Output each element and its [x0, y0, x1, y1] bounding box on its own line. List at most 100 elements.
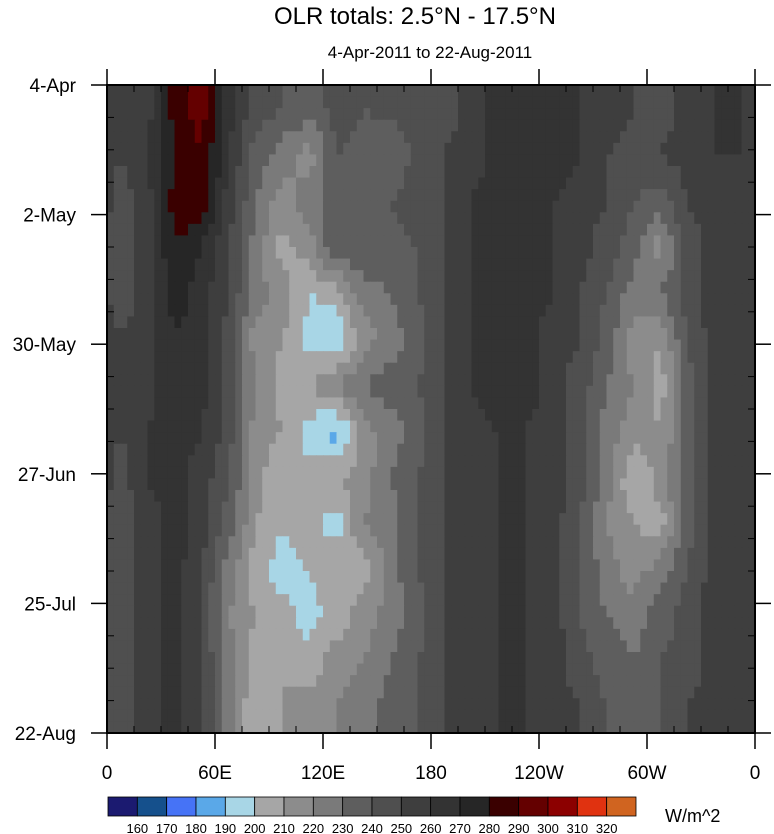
heatmap-cell: [593, 189, 601, 202]
heatmap-cell: [417, 420, 425, 433]
heatmap-cell: [140, 663, 149, 676]
heatmap-cell: [154, 663, 162, 676]
heatmap-cell: [579, 420, 587, 433]
heatmap-cell: [532, 247, 540, 260]
heatmap-cell: [127, 466, 135, 480]
heatmap-cell: [282, 652, 290, 665]
heatmap-cell: [633, 374, 641, 387]
heatmap-cell: [707, 131, 716, 144]
heatmap-cell: [647, 154, 655, 167]
heatmap-cell: [552, 652, 560, 665]
heatmap-cell: [120, 409, 128, 422]
heatmap-cell: [707, 536, 716, 549]
heatmap-cell: [660, 547, 668, 561]
heatmap-cell: [485, 223, 493, 237]
heatmap-cell: [390, 397, 398, 410]
heatmap-cell: [687, 362, 695, 375]
heatmap-cell: [599, 96, 608, 109]
heatmap-cell: [228, 154, 236, 167]
heatmap-cell: [113, 247, 122, 260]
heatmap-cell: [201, 663, 209, 676]
heatmap-cell: [282, 351, 290, 364]
heatmap-cell: [734, 675, 743, 688]
heatmap-cell: [120, 258, 128, 271]
heatmap-cell: [606, 409, 614, 422]
heatmap-cell: [437, 339, 446, 352]
heatmap-cell: [694, 524, 702, 537]
heatmap-cell: [410, 397, 419, 410]
heatmap-cell: [188, 154, 196, 167]
heatmap-cell: [161, 281, 169, 294]
heatmap-cell: [221, 582, 230, 595]
heatmap-cell: [248, 432, 257, 445]
heatmap-cell: [721, 293, 729, 306]
heatmap-cell: [464, 200, 473, 213]
heatmap-cell: [383, 362, 392, 375]
heatmap-cell: [626, 582, 635, 595]
heatmap-cell: [741, 385, 749, 399]
heatmap-cell: [559, 547, 567, 561]
heatmap-cell: [444, 316, 452, 329]
heatmap-cell: [505, 455, 513, 468]
heatmap-cell: [235, 536, 243, 549]
heatmap-cell: [410, 478, 419, 491]
heatmap-cell: [107, 466, 115, 480]
heatmap-cell: [296, 420, 304, 433]
heatmap-cell: [633, 223, 641, 237]
heatmap-cell: [464, 166, 473, 179]
heatmap-cell: [140, 617, 149, 630]
heatmap-cell: [552, 119, 560, 132]
heatmap-cell: [667, 166, 675, 179]
heatmap-cell: [518, 108, 527, 121]
heatmap-cell: [512, 513, 520, 526]
heatmap-cell: [302, 628, 311, 642]
heatmap-cell: [431, 270, 439, 283]
heatmap-cell: [667, 200, 675, 213]
heatmap-cell: [674, 223, 682, 237]
heatmap-cell: [140, 374, 149, 387]
heatmap-cell: [323, 455, 331, 468]
heatmap-cell: [316, 96, 324, 109]
heatmap-cell: [478, 304, 486, 318]
heatmap-cell: [174, 270, 182, 283]
heatmap-cell: [424, 131, 432, 144]
heatmap-cell: [586, 85, 594, 98]
heatmap-cell: [228, 131, 236, 144]
heatmap-cell: [113, 166, 122, 179]
heatmap-cell: [282, 571, 290, 584]
heatmap-cell: [613, 536, 621, 549]
heatmap-cell: [647, 339, 655, 352]
heatmap-cell: [275, 142, 284, 156]
heatmap-cell: [221, 501, 230, 514]
heatmap-cell: [532, 547, 540, 561]
heatmap-cell: [174, 166, 182, 179]
heatmap-cell: [390, 131, 398, 144]
heatmap-cell: [147, 142, 155, 156]
heatmap-cell: [579, 166, 587, 179]
heatmap-cell: [512, 235, 520, 248]
heatmap-cell: [512, 362, 520, 375]
heatmap-cell: [221, 547, 230, 561]
heatmap-cell: [356, 571, 365, 584]
heatmap-cell: [302, 200, 311, 213]
heatmap-cell: [370, 270, 378, 283]
heatmap-cell: [370, 536, 378, 549]
heatmap-cell: [397, 675, 405, 688]
heatmap-cell: [674, 177, 682, 190]
heatmap-cell: [647, 559, 655, 572]
heatmap-cell: [370, 513, 378, 526]
heatmap-cell: [694, 351, 702, 364]
heatmap-cell: [626, 490, 635, 503]
heatmap-cell: [309, 189, 317, 202]
heatmap-cell: [215, 605, 223, 618]
heatmap-cell: [491, 397, 500, 410]
heatmap-cell: [417, 524, 425, 537]
heatmap-cell: [566, 628, 574, 642]
heatmap-cell: [336, 547, 344, 561]
heatmap-cell: [626, 524, 635, 537]
heatmap-cell: [586, 154, 594, 167]
heatmap-cell: [275, 235, 284, 248]
heatmap-cell: [269, 409, 277, 422]
heatmap-cell: [498, 594, 506, 607]
heatmap-cell: [701, 177, 709, 190]
